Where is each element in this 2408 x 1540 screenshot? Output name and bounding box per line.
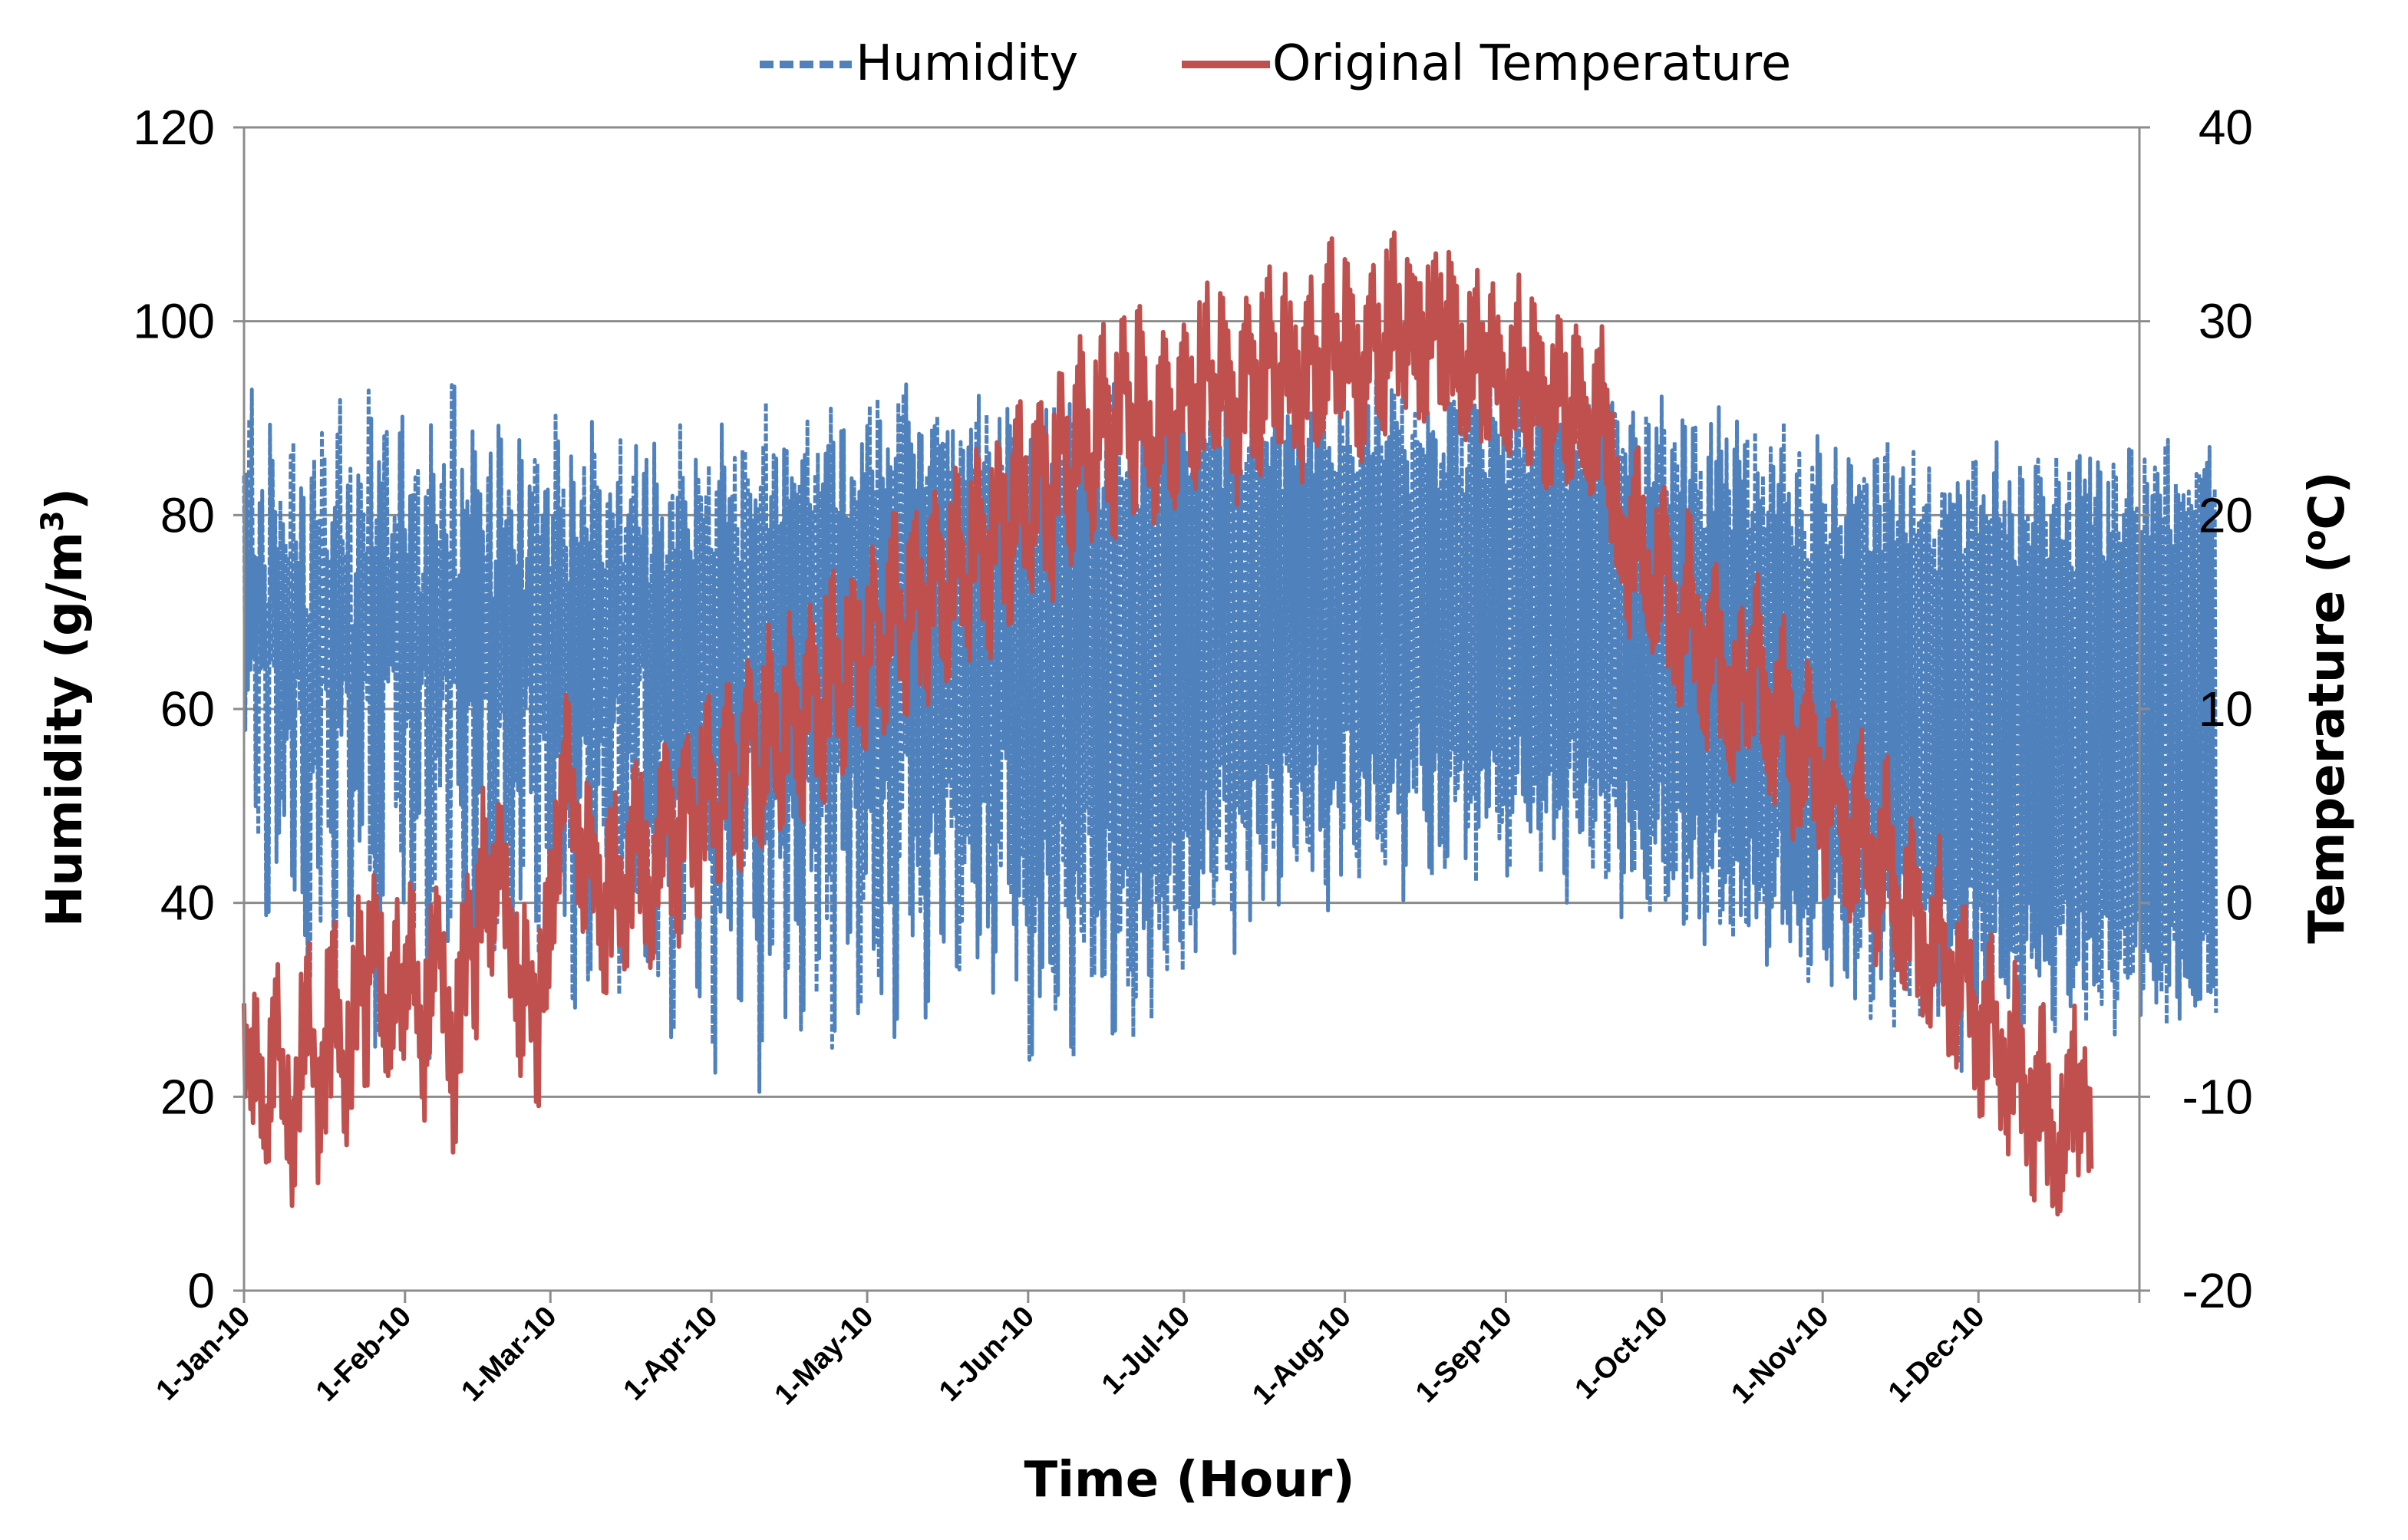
y-right-tick-label-10: 10: [2199, 681, 2253, 737]
x-axis-title: Time (Hour): [1024, 1452, 1354, 1509]
y-right-tick-label-30: 30: [2199, 294, 2253, 349]
legend-label-temperature: Original Temperature: [1272, 35, 1791, 92]
y-left-tick-label-100: 100: [133, 294, 215, 349]
y-left-tick-label-80: 80: [160, 487, 215, 542]
right-axis-ticks: -20 -10 0 10 20 30 40: [2139, 100, 2253, 1318]
y-left-tick-label-120: 120: [133, 100, 215, 155]
y-right-tick-label-0: 0: [2225, 876, 2253, 931]
legend-label-humidity: Humidity: [856, 35, 1078, 92]
y-right-tick-label--10: -10: [2182, 1069, 2254, 1124]
y-left-tick-label-60: 60: [160, 681, 215, 737]
y-right-tick-label--20: -20: [2182, 1263, 2254, 1318]
y-left-tick-label-20: 20: [160, 1069, 215, 1124]
y-axis-left-title-text: Humidity (g/m: [37, 532, 94, 927]
series-humidity-line: [242, 378, 2218, 1094]
legend: Humidity Original Temperature: [760, 35, 1791, 92]
y-axis-right-title: Temperature (oC): [2297, 471, 2356, 944]
y-axis-right-title-prefix: Temperature (: [2299, 551, 2356, 944]
y-axis-right-title-suffix: C): [2299, 471, 2356, 529]
left-axis-ticks: 0 20 40 60 80 100 120: [133, 100, 244, 1318]
y-axis-right-title-sup: o: [2297, 529, 2333, 550]
y-right-tick-label-20: 20: [2199, 487, 2253, 542]
y-right-tick-label-40: 40: [2199, 100, 2253, 155]
series-temperature-line: [242, 230, 2094, 1217]
y-axis-left-title-sup: 3: [35, 510, 71, 532]
y-axis-left-title-end: ): [37, 488, 94, 510]
y-left-tick-label-0: 0: [187, 1263, 215, 1318]
y-left-tick-label-40: 40: [160, 876, 215, 931]
y-axis-left-title: Humidity (g/m3): [35, 488, 94, 927]
series-layer: [242, 230, 2218, 1217]
